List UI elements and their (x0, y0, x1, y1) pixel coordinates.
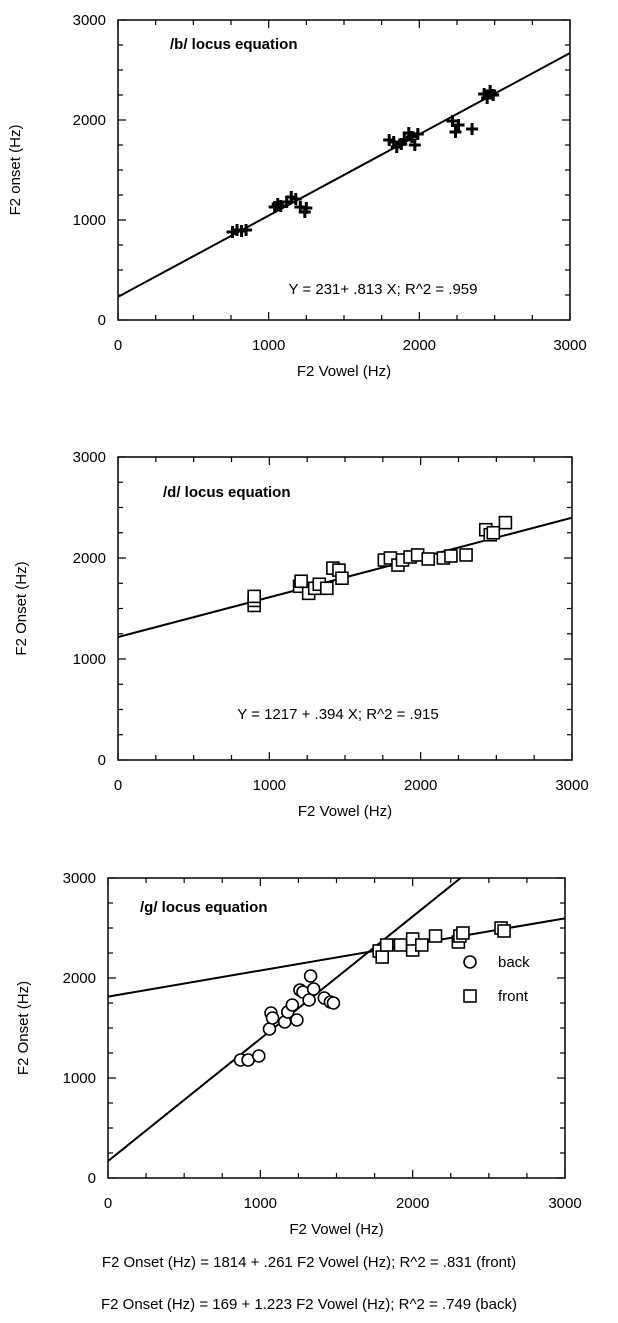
x-tick-label: 1000 (253, 777, 286, 794)
x-tick-label: 1000 (244, 1195, 277, 1212)
x-tick-label: 2000 (396, 1195, 429, 1212)
data-point (285, 998, 300, 1012)
data-point (459, 548, 473, 562)
x-tick-label: 2000 (404, 777, 437, 794)
data-point (405, 131, 418, 143)
series-back (233, 969, 341, 1067)
series-points (226, 85, 500, 238)
legend: back front (463, 954, 530, 1005)
y-tick-label: 2000 (73, 112, 106, 129)
x-tick-label: 3000 (555, 777, 588, 794)
regression-equation: Y = 231+ .813 X; R^2 = .959 (289, 281, 478, 298)
data-point (247, 589, 261, 604)
y-tick-label: 1000 (73, 212, 106, 229)
data-point (411, 128, 424, 140)
data-point (415, 938, 429, 952)
x-axis-label: F2 Vowel (Hz) (298, 803, 392, 820)
data-point (497, 924, 511, 938)
data-point (335, 571, 349, 586)
data-point (300, 202, 313, 214)
g-back-equation: F2 Onset (Hz) = 169 + 1.223 F2 Vowel (Hz… (101, 1296, 517, 1313)
y-tick-label: 0 (98, 312, 106, 329)
legend-label: front (498, 988, 529, 1005)
data-point (379, 938, 394, 952)
x-axis-label: F2 Vowel (Hz) (297, 363, 391, 380)
data-point (452, 119, 465, 131)
data-point (290, 1013, 304, 1027)
y-tick-label: 3000 (63, 870, 96, 887)
chart-panel-2: 0 1000 2000 3000 0 1000 2000 3000 F2 Vowel (Hz) F… (13, 449, 589, 820)
chart-title: /g/ locus equation (140, 899, 268, 916)
data-point (446, 115, 459, 127)
series-front (372, 921, 511, 964)
data-point (449, 126, 462, 138)
data-point (294, 574, 308, 589)
y-tick-label: 3000 (73, 449, 106, 466)
data-point (274, 200, 287, 212)
x-tick-label: 3000 (553, 337, 586, 354)
data-point (326, 996, 341, 1010)
regression-line (108, 878, 463, 1162)
data-point (421, 552, 436, 566)
y-axis-label: F2 onset (Hz) (7, 125, 24, 216)
x-tick-label: 0 (114, 777, 122, 794)
regression-line (118, 52, 570, 298)
data-point (306, 982, 321, 996)
y-tick-label: 3000 (73, 12, 106, 29)
x-axis-label: F2 Vowel (Hz) (289, 1221, 383, 1238)
data-point (486, 525, 501, 540)
data-point (303, 969, 318, 983)
data-point (428, 929, 443, 943)
y-tick-label: 0 (98, 752, 106, 769)
data-point (456, 926, 470, 940)
y-tick-label: 1000 (63, 1070, 96, 1087)
regression-line (108, 917, 565, 998)
data-point (265, 1011, 280, 1025)
data-point (498, 515, 513, 530)
data-point (487, 89, 500, 101)
data-point (289, 193, 302, 205)
x-tick-label: 0 (114, 337, 122, 354)
chart-title: /b/ locus equation (170, 36, 298, 53)
x-tick-label: 1000 (252, 337, 285, 354)
data-point (398, 134, 411, 146)
data-point (481, 92, 494, 104)
data-point (444, 549, 458, 563)
y-tick-label: 2000 (73, 550, 106, 567)
chart-panel-1: 0 1000 2000 3000 0 1000 2000 3000 F2 Vowel (Hz) F… (7, 12, 587, 380)
data-point (240, 224, 253, 236)
series-points (247, 515, 513, 613)
data-point (252, 1049, 266, 1063)
chart-title: /d/ locus equation (163, 484, 291, 501)
data-point (375, 950, 390, 964)
g-front-equation: F2 Onset (Hz) = 1814 + .261 F2 Vowel (Hz… (101, 1254, 517, 1271)
chart-panel-3: 0 1000 2000 3000 0 1000 2000 3000 F2 Vowel (Hz) F… (15, 870, 582, 1238)
x-tick-label: 3000 (548, 1195, 581, 1212)
regression-equation: Y = 1217 + .394 X; R^2 = .915 (237, 706, 439, 723)
x-tick-label: 2000 (403, 337, 436, 354)
legend-marker (463, 955, 477, 969)
data-point (320, 581, 334, 596)
y-tick-label: 2000 (63, 970, 96, 987)
data-point (466, 123, 479, 135)
legend-marker (463, 989, 477, 1003)
data-point (393, 938, 408, 952)
y-axis-label: F2 Onset (Hz) (13, 561, 30, 655)
plot-frame (117, 19, 571, 321)
data-point (262, 1022, 277, 1036)
data-point (408, 139, 421, 151)
y-axis-label: F2 Onset (Hz) (15, 981, 32, 1075)
legend-label: back (498, 954, 530, 971)
data-point (302, 993, 316, 1007)
y-tick-label: 1000 (73, 651, 106, 668)
x-tick-label: 0 (104, 1195, 112, 1212)
y-tick-label: 0 (88, 1170, 96, 1187)
